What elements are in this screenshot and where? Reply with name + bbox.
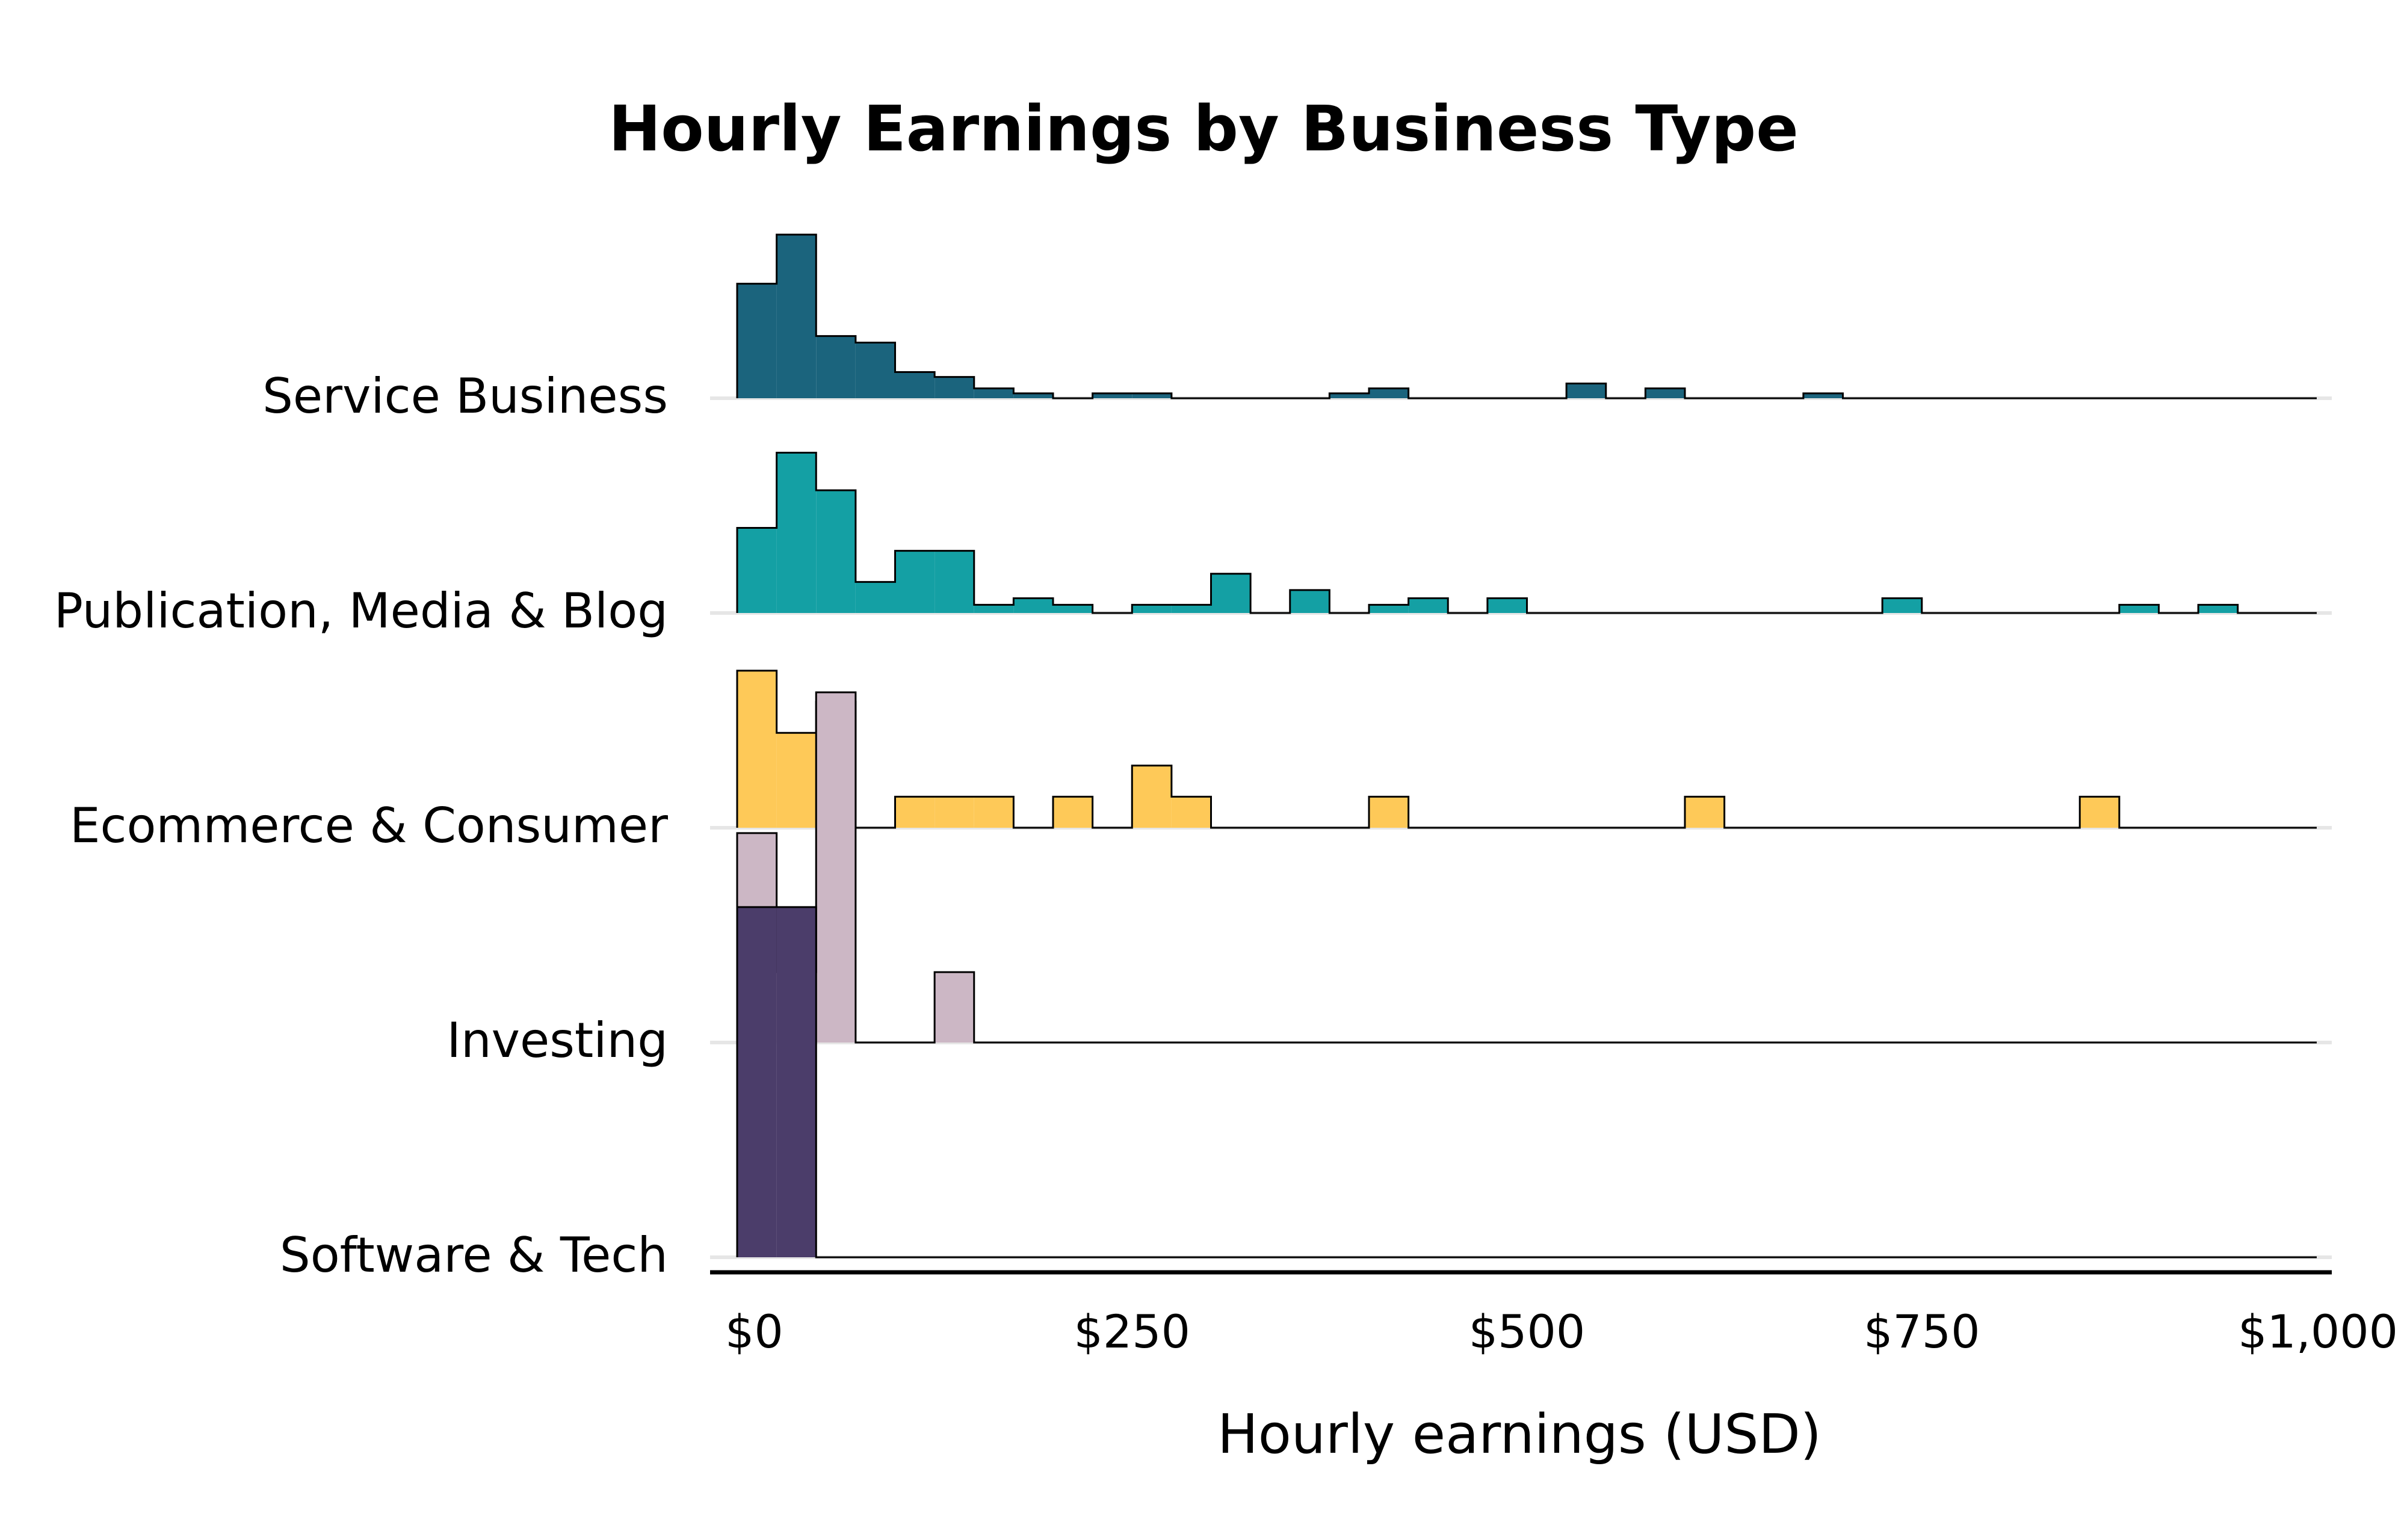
histogram-bar [1566,383,1606,398]
x-tick-labels: $0 $250 $500 $750 $1,000 [725,1305,2398,1358]
histogram-bar [1369,796,1409,828]
x-tick-label: $500 [1469,1305,1585,1358]
histogram-bar [935,796,974,828]
histogram-bar [974,605,1014,613]
histogram-bar [776,907,817,1257]
ridge-outline [736,906,2317,1258]
histogram-bar [1685,796,1725,828]
histogram-bar [1803,393,1843,398]
histogram-bar [1092,393,1132,398]
histogram-bar [855,342,895,398]
histogram-bar [935,550,974,613]
histogram-bar [2198,605,2238,613]
histogram-bar [1882,598,1922,613]
histogram-bar [1053,796,1093,828]
ridges-group [710,233,2332,1259]
histogram-bar [1013,393,1053,398]
histogram-bar [737,528,777,613]
category-label: Publication, Media & Blog [54,583,668,639]
histogram-bar [935,377,974,398]
ridge-series [736,233,2317,399]
ridge-outline [736,233,2317,399]
histogram-bar [816,692,856,1043]
histogram-bar [895,372,935,398]
histogram-bar [816,336,856,398]
histogram-bar [1645,388,1685,398]
x-axis-label: Hourly earnings (USD) [1217,1403,1821,1466]
x-tick-label: $750 [1864,1305,1980,1358]
category-labels: Service Business Publication, Media & Blo… [54,368,668,1283]
ridge-series [736,691,2317,1044]
histogram-bar [2119,605,2159,613]
ridge-outline [736,691,2317,1044]
histogram-bar [1290,590,1330,613]
histogram-bar [974,796,1014,828]
histogram-bar [974,388,1014,398]
histogram-bar [1211,573,1251,613]
ridge-outline [736,451,2317,614]
histogram-bar [935,972,974,1043]
histogram-bar [1132,393,1172,398]
histogram-bar [776,733,817,828]
category-label: Software & Tech [280,1227,668,1283]
histogram-bar [1171,605,1211,613]
histogram-bar [737,907,777,1257]
category-label: Ecommerce & Consumer [70,798,668,854]
histogram-bar [855,582,895,613]
ridge-series [736,451,2317,614]
x-tick-label: $0 [725,1305,783,1358]
histogram-bar [1132,765,1172,828]
histogram-bar [895,796,935,828]
histogram-bar [816,490,856,613]
histogram-bar [1013,598,1053,613]
chart-title: Hourly Earnings by Business Type [608,92,1799,165]
x-tick-label: $250 [1074,1305,1190,1358]
histogram-bar [1132,605,1172,613]
ridge-series [736,906,2317,1258]
histogram-bar [737,670,777,828]
ridge-series [736,670,2317,829]
histogram-bar [737,283,777,398]
histogram-bar [1171,796,1211,828]
category-label: Investing [446,1012,668,1068]
histogram-bar [1369,605,1409,613]
category-label: Service Business [262,368,668,424]
histogram-bar [776,452,817,613]
histogram-bar [2080,796,2119,828]
histogram-bar [1487,598,1527,613]
histogram-bar [1329,393,1369,398]
histogram-bar [1053,605,1093,613]
histogram-bar [1408,598,1448,613]
histogram-bar [1369,388,1409,398]
histogram-bar [776,235,817,398]
histogram-bar [895,550,935,613]
x-tick-label: $1,000 [2238,1305,2398,1358]
